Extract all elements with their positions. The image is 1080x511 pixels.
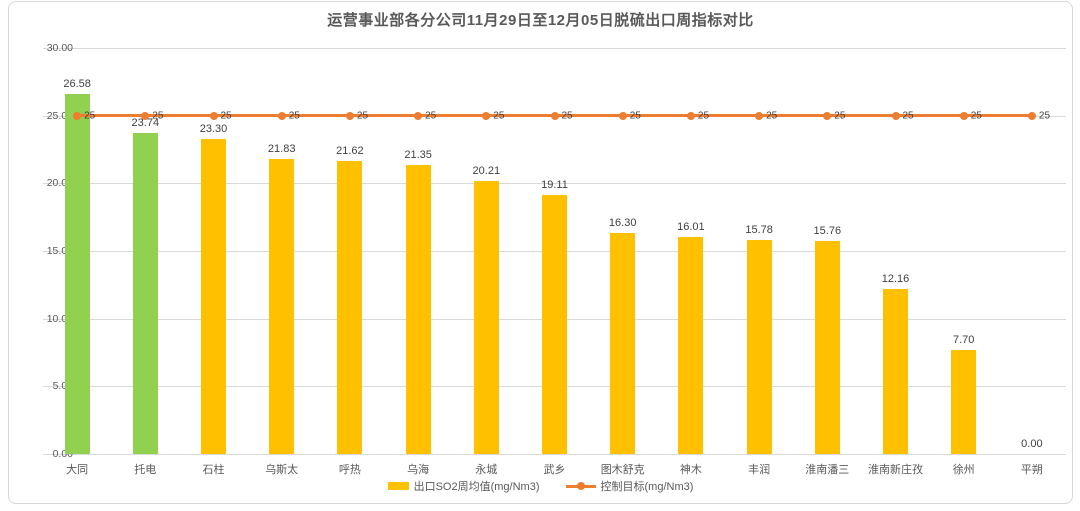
bar	[201, 138, 226, 454]
bar-value-label: 23.74	[131, 116, 160, 129]
target-value-label: 25	[697, 110, 710, 122]
bar-value-label: 23.30	[199, 122, 228, 135]
target-marker-icon	[755, 111, 764, 120]
target-marker-icon	[482, 111, 491, 120]
x-axis-category-label: 武乡	[543, 464, 566, 476]
y-axis-tick-label: 30.00	[46, 42, 73, 54]
target-marker-icon	[618, 111, 627, 120]
target-value-label: 25	[356, 110, 369, 122]
x-axis-category-label: 乌斯太	[265, 464, 299, 476]
target-marker-icon	[345, 111, 354, 120]
target-marker-icon	[550, 111, 559, 120]
bar-value-label: 21.62	[336, 145, 364, 158]
target-marker-icon	[73, 111, 82, 120]
target-value-label: 25	[84, 110, 96, 122]
bar-value-label: 12.16	[881, 273, 910, 286]
x-axis-category-label: 徐州	[952, 464, 975, 476]
x-axis-category-label: 石柱	[202, 464, 225, 476]
x-axis-category-label: 神木	[679, 464, 702, 476]
target-marker-icon	[277, 111, 286, 120]
target-marker-icon	[686, 111, 695, 120]
bar-value-label: 26.58	[63, 78, 91, 91]
bar	[678, 237, 704, 454]
bar-value-label: 16.01	[677, 221, 705, 234]
target-marker-icon	[414, 111, 423, 120]
bar	[64, 94, 90, 454]
bar-value-label: 19.11	[541, 179, 568, 192]
x-axis-category-label: 托电	[134, 464, 157, 476]
bar	[405, 165, 431, 454]
x-axis-category-label: 大同	[66, 464, 89, 476]
target-value-label: 25	[629, 110, 641, 122]
x-axis-category-label: 图木舒克	[600, 464, 645, 476]
target-value-label: 25	[561, 110, 573, 122]
legend-item-so2: 出口SO2周均值(mg/Nm3)	[387, 478, 540, 494]
target-value-label: 25	[902, 110, 914, 122]
bar-value-label: 15.76	[813, 224, 842, 237]
target-value-label: 25	[970, 110, 982, 122]
chart-title: 运营事业部各分公司11月29日至12月05日脱硫出口周指标对比	[327, 12, 754, 29]
legend: 出口SO2周均值(mg/Nm3) 控制目标(mg/Nm3)	[9, 478, 1072, 494]
target-marker-icon	[891, 111, 900, 120]
target-marker-icon	[209, 111, 218, 120]
bar-value-label: 21.35	[404, 149, 432, 162]
target-value-label: 25	[152, 110, 164, 122]
bar	[132, 132, 158, 454]
target-marker-icon	[959, 111, 968, 120]
x-axis-category-label: 呼热	[338, 464, 361, 476]
x-axis-category-label: 淮南新庄孜	[868, 464, 923, 476]
bar-series-swatch-icon	[387, 482, 409, 490]
target-marker-icon	[823, 111, 832, 120]
chart: 运营事业部各分公司11月29日至12月05日脱硫出口周指标对比 0.00 5.00…	[8, 1, 1073, 504]
bar-value-label: 7.70	[952, 333, 975, 346]
target-value-label: 25	[493, 110, 505, 122]
target-value-label: 25	[1038, 110, 1051, 122]
line-series-swatch-icon	[565, 482, 596, 490]
bar	[883, 289, 908, 454]
x-axis-category-label: 平朔	[1020, 464, 1043, 476]
bar	[269, 158, 295, 454]
target-marker-icon	[1027, 111, 1036, 120]
bar	[610, 233, 636, 454]
bar	[951, 349, 977, 454]
bar	[746, 240, 772, 454]
x-axis-category-label: 淮南潘三	[805, 464, 850, 476]
gridline	[43, 454, 1066, 455]
x-axis-category-label: 丰润	[748, 464, 771, 476]
target-value-label: 25	[766, 110, 778, 122]
legend-label-target: 控制目标(mg/Nm3)	[600, 481, 694, 493]
bar	[337, 161, 363, 454]
target-value-label: 25	[288, 110, 300, 122]
x-axis-category-label: 永城	[475, 464, 498, 476]
bar-value-label: 20.21	[472, 164, 501, 177]
bar-value-label: 15.78	[745, 224, 773, 237]
bar	[542, 195, 567, 454]
line-marker-dot-icon	[576, 482, 585, 490]
bar	[473, 180, 499, 454]
legend-label-so2: 出口SO2周均值(mg/Nm3)	[413, 481, 540, 493]
bar-value-label: 0.00	[1021, 438, 1043, 450]
bar-value-label: 16.30	[608, 217, 637, 230]
target-value-label: 25	[425, 110, 437, 122]
plot-area: 0.00 5.00 10.00 15.00 20.00 25.00 30.00 26.58 23…	[43, 42, 1066, 476]
gridline	[43, 183, 1066, 185]
target-value-label: 25	[220, 110, 232, 122]
legend-item-target: 控制目标(mg/Nm3)	[565, 478, 694, 494]
target-value-label: 25	[834, 110, 846, 122]
bar-value-label: 21.83	[267, 142, 296, 155]
x-axis-category-label: 乌海	[407, 464, 430, 476]
gridline	[43, 48, 1066, 49]
target-marker-icon	[141, 111, 150, 120]
bar	[814, 240, 840, 454]
